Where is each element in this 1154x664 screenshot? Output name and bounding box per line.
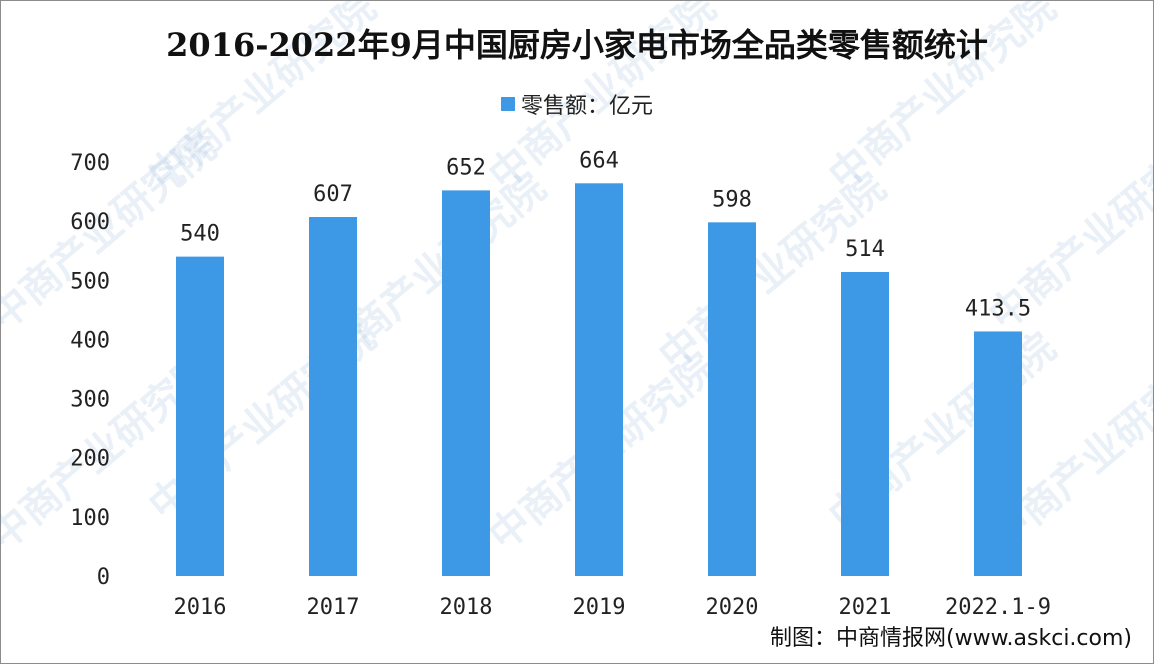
bar <box>974 331 1022 576</box>
y-tick-label: 300 <box>70 388 110 413</box>
x-tick-label: 2020 <box>706 595 759 620</box>
data-label: 607 <box>313 182 353 207</box>
bar <box>309 217 357 576</box>
x-tick-label: 2019 <box>573 595 626 620</box>
legend-swatch <box>500 97 515 111</box>
y-tick-label: 700 <box>70 151 110 176</box>
chart-legend: 零售额：亿元 <box>0 88 1154 120</box>
x-tick-label: 2022.1-9 <box>945 595 1051 620</box>
legend-label: 零售额：亿元 <box>520 94 653 119</box>
bar <box>708 222 756 576</box>
data-label: 664 <box>579 148 619 173</box>
data-label: 598 <box>712 187 752 212</box>
x-tick-label: 2017 <box>307 595 360 620</box>
y-tick-label: 100 <box>70 506 110 531</box>
y-axis: 0 100 200 300 400 500 600 700 <box>70 151 110 590</box>
data-label: 540 <box>180 222 220 247</box>
data-label: 413.5 <box>965 296 1031 321</box>
x-tick-label: 2016 <box>174 595 227 620</box>
y-tick-label: 200 <box>70 447 110 472</box>
x-tick-label: 2021 <box>839 595 892 620</box>
bar <box>176 256 224 576</box>
bar <box>575 183 623 576</box>
source-credit: 制图：中商情报网(www.askci.com) <box>770 626 1132 651</box>
y-tick-label: 500 <box>70 269 110 294</box>
y-tick-label: 600 <box>70 210 110 235</box>
bar <box>442 190 490 577</box>
chart-title: 2016-2022年9月中国厨房小家电市场全品类零售额统计 <box>166 26 988 64</box>
data-label: 652 <box>446 155 486 180</box>
bar <box>841 272 889 576</box>
y-tick-label: 400 <box>70 328 110 353</box>
bars: 540 607 652 664 598 514 413.5 <box>176 148 1031 577</box>
data-label: 514 <box>845 237 885 262</box>
x-axis: 2016 2017 2018 2019 2020 2021 2022.1-9 <box>174 595 1051 620</box>
y-tick-label: 0 <box>97 565 110 590</box>
x-tick-label: 2018 <box>440 595 493 620</box>
